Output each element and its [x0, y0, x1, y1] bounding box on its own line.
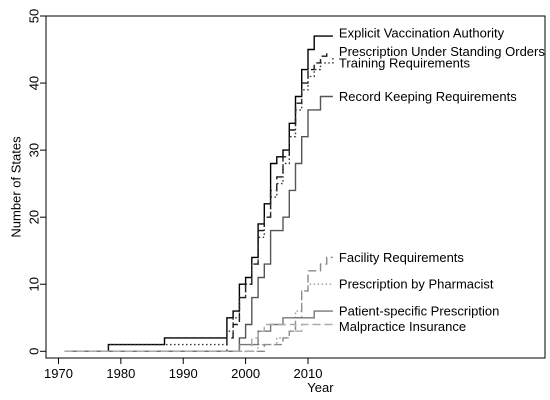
x-tick-label: 1980 [106, 366, 135, 381]
x-tick-label: 2010 [294, 366, 323, 381]
series-label: Training Requirements [339, 55, 471, 70]
y-tick-label: 20 [27, 210, 42, 224]
series-line [64, 56, 334, 352]
series-label: Facility Requirements [339, 250, 464, 265]
series-line [64, 49, 328, 352]
series-label: Prescription by Pharmacist [339, 277, 494, 292]
series-line [64, 35, 333, 352]
series-line [64, 323, 333, 352]
series-label: Explicit Vaccination Authority [339, 25, 505, 40]
x-axis-label: Year [307, 380, 334, 395]
series-line [64, 95, 333, 352]
series-line [64, 283, 333, 352]
y-axis-label: Number of States [9, 136, 24, 238]
series-label: Malpractice Insurance [339, 319, 466, 334]
x-tick-label: 1990 [169, 366, 198, 381]
series-label: Record Keeping Requirements [339, 89, 517, 104]
plot-frame [45, 15, 546, 359]
y-tick-label: 10 [27, 277, 42, 291]
y-tick-label: 30 [27, 143, 42, 157]
y-tick-label: 40 [27, 76, 42, 90]
x-tick-label: 2000 [231, 366, 260, 381]
x-tick-label: 1970 [44, 366, 73, 381]
series-labels: Explicit Vaccination Authority Prescripti… [339, 25, 545, 334]
y-tick-label: 50 [27, 9, 42, 23]
y-tick-label: 0 [27, 348, 42, 355]
series-label: Prescription Under Standing Orders [339, 44, 545, 59]
axes: 1970 1980 1990 2000 2010 0 10 20 30 40 50 [27, 9, 546, 381]
series-lines [64, 35, 334, 352]
series-label: Patient-specific Prescription [339, 304, 499, 319]
